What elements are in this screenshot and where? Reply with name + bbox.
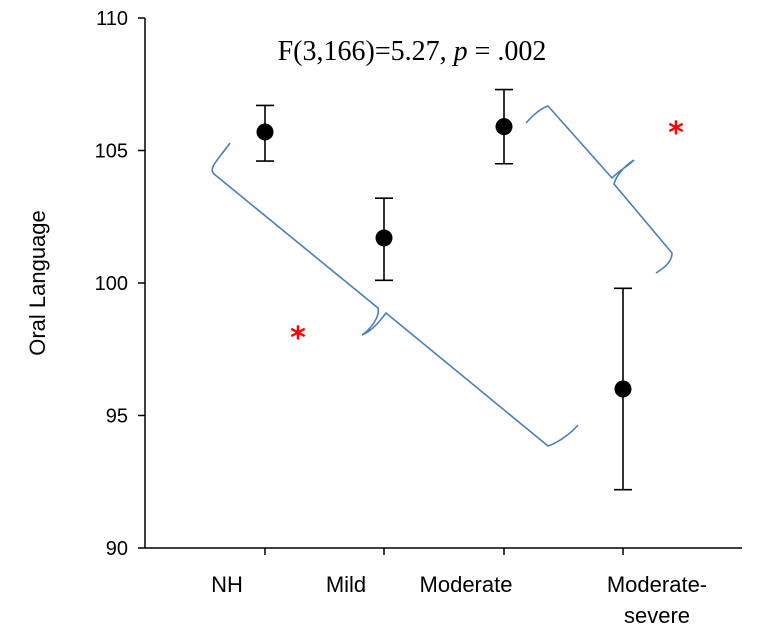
y-tick-label: 100	[95, 273, 128, 295]
significance-bracket-2	[525, 105, 673, 274]
mean-point	[614, 380, 632, 398]
x-category-label: NH	[211, 572, 243, 597]
x-category-label: Moderate-severe	[607, 572, 707, 628]
statistic-suffix: = .002	[468, 36, 547, 67]
y-tick-label: 95	[106, 406, 128, 428]
y-tick-label: 90	[106, 538, 128, 560]
p-symbol: p	[452, 36, 468, 67]
y-ticks: 90 95 100 105 110	[95, 8, 145, 560]
significance-bracket-1	[211, 142, 579, 447]
x-category-label: Moderate	[420, 572, 513, 597]
x-category-label-line: NH	[211, 572, 243, 597]
x-category-label-line: Moderate-	[607, 572, 707, 597]
mean-point	[256, 123, 274, 141]
statistic-annotation: F(3,166)=5.27, p = .002	[278, 36, 547, 67]
y-tick-label: 110	[96, 8, 128, 30]
x-category-label-line: Moderate	[420, 572, 513, 597]
mean-point	[495, 118, 513, 136]
significance-marker-2: *	[668, 116, 684, 151]
statistic-prefix: F(3,166)=5.27,	[278, 36, 454, 67]
y-tick-label: 105	[95, 141, 128, 163]
mean-point	[375, 229, 393, 247]
significance-marker-1: *	[290, 321, 306, 356]
y-axis-label: Oral Language	[25, 210, 50, 356]
data-points	[256, 88, 632, 491]
x-category-label-line: Mild	[326, 572, 366, 597]
x-category-label-line: severe	[624, 603, 690, 628]
x-ticks: NH Mild Moderate Moderate-severe	[211, 548, 707, 628]
x-category-label: Mild	[326, 572, 366, 597]
